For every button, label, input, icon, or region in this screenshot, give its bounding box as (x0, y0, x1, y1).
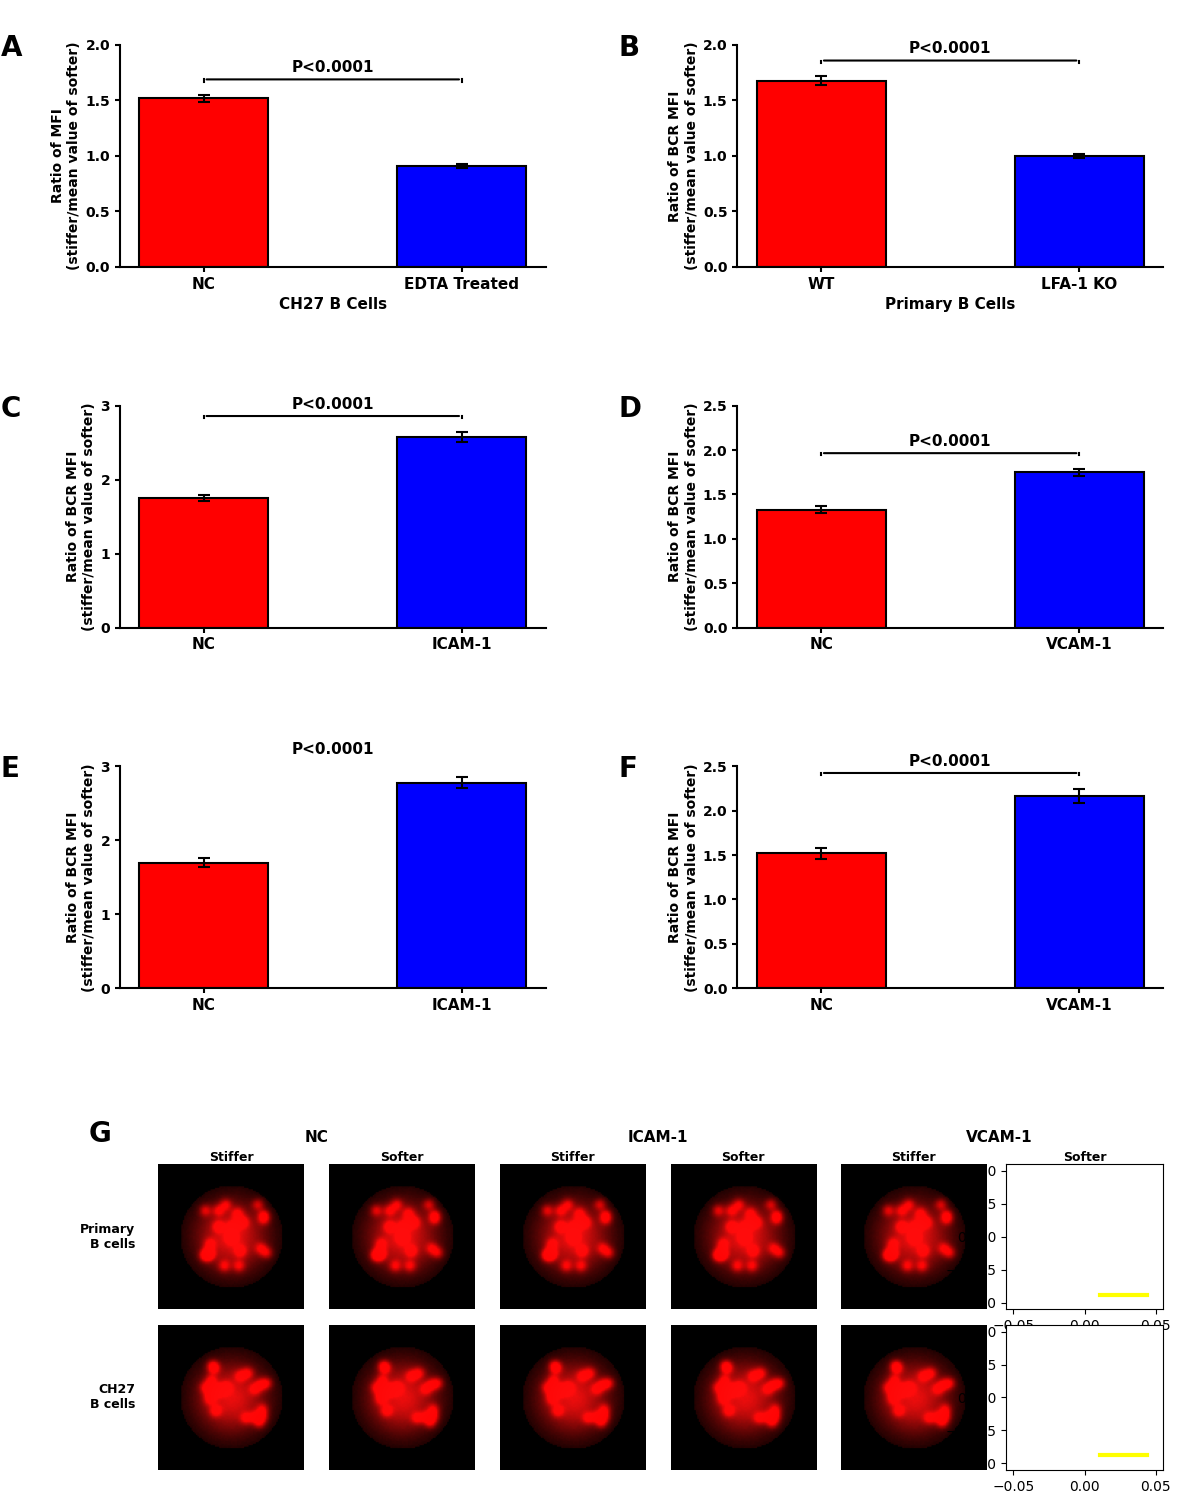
Text: C: C (1, 394, 22, 423)
Y-axis label: Ratio of MFI
(stiffer/mean value of softer): Ratio of MFI (stiffer/mean value of soft… (52, 42, 82, 270)
Text: NC: NC (305, 1131, 329, 1146)
Text: B: B (617, 34, 639, 62)
Bar (757, 81, 886, 267)
Bar (139, 99, 269, 267)
Bar (757, 510, 886, 627)
Y-axis label: Ratio of BCR MFI
(stiffer/mean value of softer): Ratio of BCR MFI (stiffer/mean value of … (668, 42, 699, 270)
Bar (397, 166, 526, 267)
Title: Softer: Softer (380, 1152, 423, 1164)
Bar (1014, 472, 1144, 627)
Bar (397, 436, 526, 627)
Title: Softer: Softer (722, 1152, 765, 1164)
Text: G: G (89, 1120, 112, 1148)
Bar (1014, 795, 1144, 988)
Text: ICAM-1: ICAM-1 (627, 1131, 688, 1146)
X-axis label: CH27 B Cells: CH27 B Cells (278, 297, 387, 312)
Text: Primary
B cells: Primary B cells (80, 1222, 135, 1251)
Text: E: E (1, 754, 19, 783)
Bar (757, 853, 886, 988)
Title: Softer: Softer (1062, 1152, 1107, 1164)
Y-axis label: Ratio of BCR MFI
(stiffer/mean value of softer): Ratio of BCR MFI (stiffer/mean value of … (66, 402, 96, 632)
Text: CH27
B cells: CH27 B cells (90, 1383, 135, 1411)
Bar (139, 498, 269, 627)
Title: Stiffer: Stiffer (892, 1152, 936, 1164)
Text: P<0.0001: P<0.0001 (291, 60, 374, 75)
Text: P<0.0001: P<0.0001 (291, 742, 374, 758)
Text: P<0.0001: P<0.0001 (909, 753, 992, 768)
Bar (397, 783, 526, 988)
Text: F: F (617, 754, 637, 783)
X-axis label: Primary B Cells: Primary B Cells (885, 297, 1016, 312)
Text: A: A (1, 34, 23, 62)
Y-axis label: Ratio of BCR MFI
(stiffer/mean value of softer): Ratio of BCR MFI (stiffer/mean value of … (66, 764, 96, 992)
Text: P<0.0001: P<0.0001 (909, 40, 992, 56)
Y-axis label: Ratio of BCR MFI
(stiffer/mean value of softer): Ratio of BCR MFI (stiffer/mean value of … (668, 402, 699, 632)
Text: VCAM-1: VCAM-1 (966, 1131, 1032, 1146)
Text: D: D (617, 394, 641, 423)
Bar (1014, 156, 1144, 267)
Title: Stiffer: Stiffer (550, 1152, 595, 1164)
Title: Stiffer: Stiffer (209, 1152, 253, 1164)
Y-axis label: Ratio of BCR MFI
(stiffer/mean value of softer): Ratio of BCR MFI (stiffer/mean value of … (668, 764, 699, 992)
Bar (139, 862, 269, 988)
Text: P<0.0001: P<0.0001 (909, 433, 992, 448)
Text: P<0.0001: P<0.0001 (291, 396, 374, 411)
